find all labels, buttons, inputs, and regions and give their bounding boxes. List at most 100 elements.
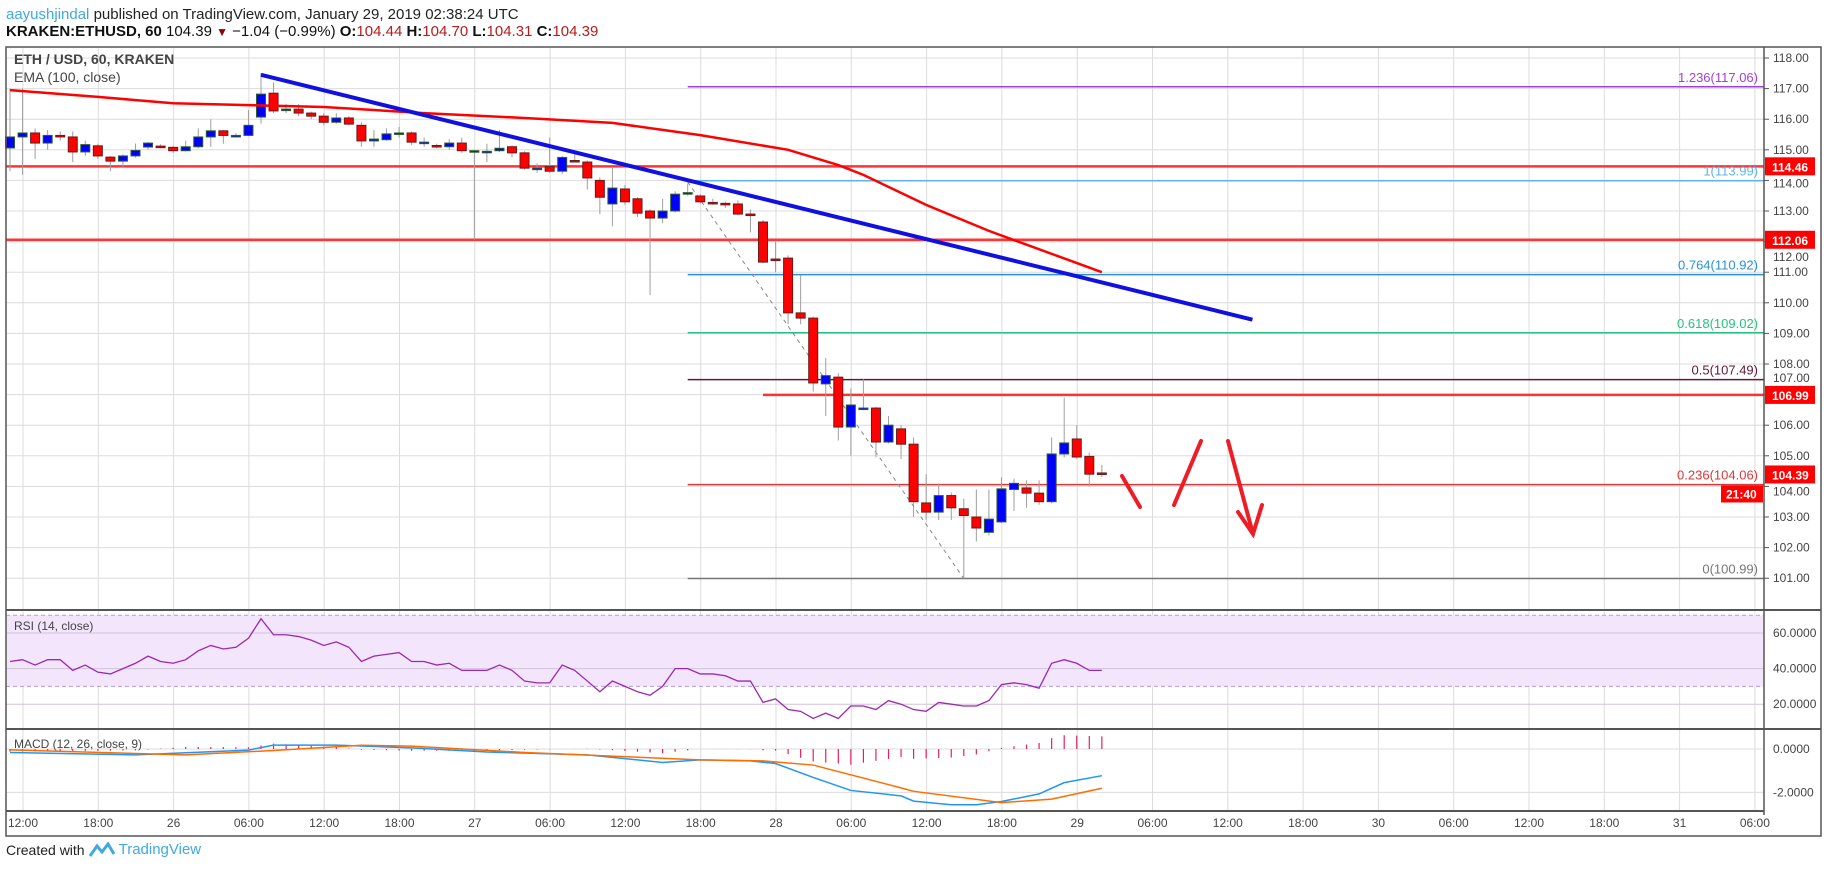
close-value: 104.39 bbox=[552, 23, 599, 40]
time-tick-label: 18:00 bbox=[987, 816, 1017, 830]
candle bbox=[30, 128, 41, 159]
candle bbox=[55, 131, 66, 141]
footer: Created with TradingView bbox=[6, 841, 201, 858]
candle bbox=[92, 143, 103, 159]
candle bbox=[557, 155, 568, 175]
candle-body bbox=[695, 195, 706, 203]
candle-body bbox=[883, 424, 894, 443]
candle-body bbox=[645, 210, 656, 219]
candle-body bbox=[795, 312, 806, 319]
candle-body bbox=[507, 146, 517, 154]
price-tick-label: 118.00 bbox=[1773, 51, 1809, 65]
time-tick-label: 06:00 bbox=[535, 816, 565, 830]
candle-body bbox=[205, 130, 216, 138]
macd-pane[interactable]: MACD (12, 26, close, 9) bbox=[6, 735, 1764, 806]
candle-body bbox=[17, 132, 28, 138]
countdown-badge bbox=[1721, 485, 1763, 503]
candle-body bbox=[143, 142, 154, 148]
candle bbox=[770, 241, 781, 273]
candle bbox=[419, 137, 430, 147]
candle bbox=[896, 425, 907, 459]
candle bbox=[256, 73, 266, 124]
candle-body bbox=[619, 188, 630, 203]
candle bbox=[117, 154, 128, 169]
candle bbox=[230, 132, 241, 138]
candle-body bbox=[933, 495, 944, 513]
candle-body bbox=[306, 112, 317, 117]
open-value: 104.44 bbox=[356, 23, 403, 40]
candle-body bbox=[544, 166, 555, 172]
price-tick-label: 101.00 bbox=[1773, 571, 1810, 585]
candle-body bbox=[456, 142, 467, 152]
candle bbox=[193, 128, 204, 149]
publish-info: aayushjindal published on TradingView.co… bbox=[6, 6, 519, 23]
candle-body bbox=[594, 179, 605, 198]
candle bbox=[958, 498, 969, 579]
candle-body bbox=[394, 132, 405, 135]
time-tick-label: 31 bbox=[1673, 816, 1687, 830]
author-link[interactable]: aayushjindal bbox=[6, 6, 90, 23]
candle-body bbox=[469, 150, 480, 153]
candle-body bbox=[983, 518, 994, 533]
tradingview-link[interactable]: TradingView bbox=[118, 841, 202, 858]
candle bbox=[833, 373, 844, 441]
candle bbox=[908, 437, 919, 517]
candle-body bbox=[230, 134, 241, 138]
price-tick-label: 110.00 bbox=[1773, 296, 1809, 310]
candle bbox=[983, 489, 994, 536]
candle bbox=[1059, 397, 1070, 458]
time-tick-label: 18:00 bbox=[83, 816, 113, 830]
candle bbox=[481, 143, 492, 163]
rsi-pane[interactable]: RSI (14, close) bbox=[6, 614, 1764, 720]
candle-body bbox=[908, 443, 919, 503]
candle bbox=[946, 492, 957, 521]
candle-body bbox=[243, 124, 254, 136]
published-text: published on TradingView.com, January 29… bbox=[93, 6, 519, 23]
time-tick-label: 12:00 bbox=[1213, 816, 1243, 830]
candle bbox=[1096, 464, 1107, 477]
fib-level-label: 1.236(117.06) bbox=[1678, 70, 1758, 85]
candle-body bbox=[896, 428, 907, 445]
candle-body bbox=[130, 149, 141, 157]
price-pane[interactable]: 1.236(117.06) 1(113.99) 0.764(110.92) 0.618… bbox=[5, 51, 1765, 580]
candle bbox=[80, 140, 91, 156]
candle-body bbox=[419, 141, 430, 145]
candle-body bbox=[582, 161, 593, 179]
candle bbox=[268, 82, 279, 114]
candle bbox=[1009, 478, 1019, 511]
candle-body bbox=[1034, 492, 1045, 503]
price-tick-label: 102.00 bbox=[1773, 541, 1810, 555]
candle bbox=[544, 137, 555, 173]
candle bbox=[469, 149, 480, 241]
fib-level-label: 0.764(110.92) bbox=[1678, 258, 1758, 273]
candle-body bbox=[368, 138, 379, 142]
candle bbox=[870, 406, 881, 458]
candle bbox=[883, 416, 894, 444]
time-tick-label: 12:00 bbox=[912, 816, 942, 830]
candle bbox=[105, 155, 116, 172]
time-tick-label: 06:00 bbox=[234, 816, 264, 830]
candle-body bbox=[770, 258, 781, 262]
candle-body bbox=[1046, 453, 1057, 503]
price-tick-label: 114.00 bbox=[1773, 176, 1809, 190]
macd-tick-label: 0.0000 bbox=[1773, 742, 1810, 756]
price-badge-label: 112.06 bbox=[1772, 234, 1808, 248]
macd-line bbox=[9, 744, 1102, 806]
candle-body bbox=[632, 198, 643, 214]
candle bbox=[168, 146, 179, 153]
candle bbox=[820, 357, 831, 417]
arrow-down-short bbox=[1120, 474, 1142, 509]
open-label: O: bbox=[339, 23, 357, 40]
candle-body bbox=[5, 136, 15, 149]
candle bbox=[795, 275, 806, 325]
candle bbox=[205, 119, 216, 147]
candle bbox=[632, 197, 643, 218]
arrow-down-long bbox=[1226, 439, 1255, 536]
candle-body bbox=[946, 495, 957, 509]
candle bbox=[507, 145, 517, 158]
price-tick-label: 107.00 bbox=[1773, 371, 1810, 385]
candle-body bbox=[519, 152, 530, 169]
rsi-line bbox=[9, 617, 1102, 720]
ema-line bbox=[9, 88, 1103, 274]
